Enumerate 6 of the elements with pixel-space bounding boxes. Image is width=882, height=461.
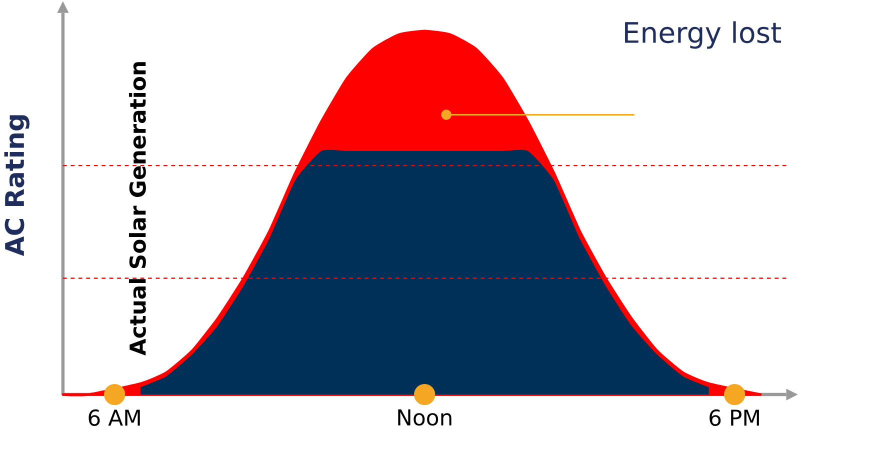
y-axis-title: AC Rating	[4, 115, 30, 256]
text: Actual Solar Generation	[128, 62, 146, 356]
x-tick-label: Noon	[398, 409, 452, 426]
annotation: Energy lost	[625, 21, 782, 49]
x-tick-label: 6 PM	[710, 409, 759, 426]
x-tick-label: 6 AM	[88, 409, 140, 426]
